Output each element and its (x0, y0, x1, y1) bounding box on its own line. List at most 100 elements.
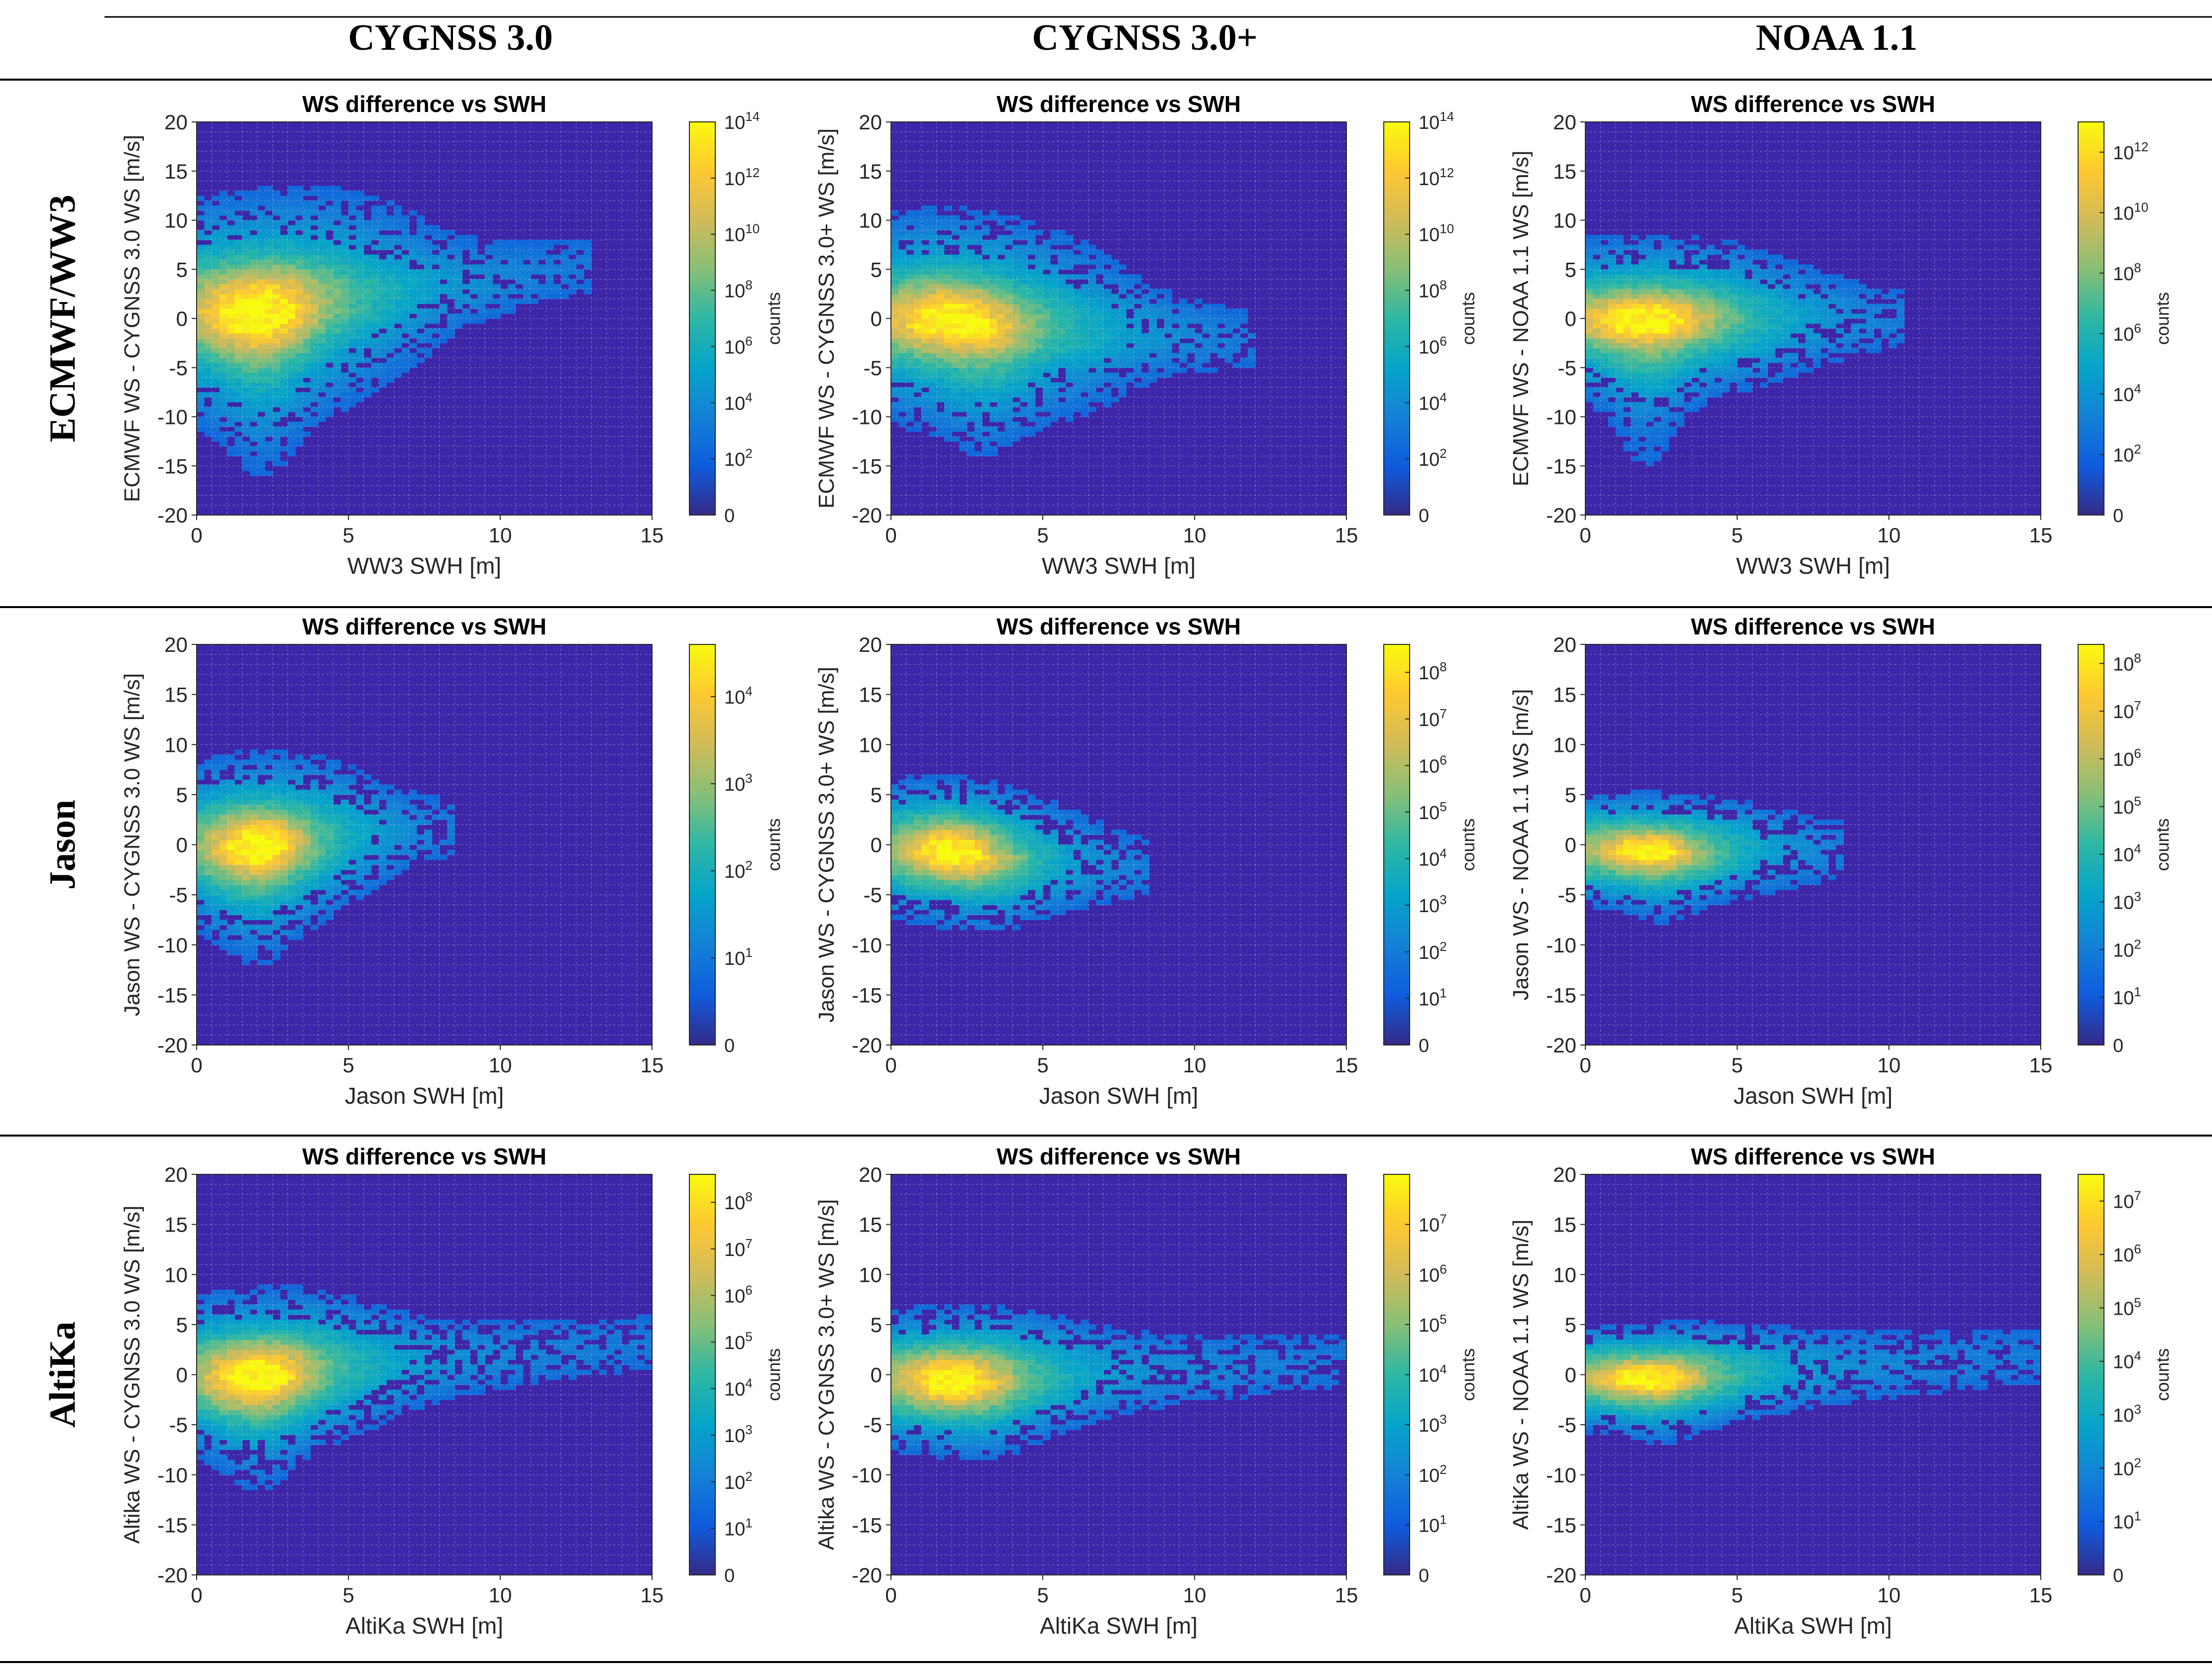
heatmap-cell (219, 754, 227, 760)
heatmap-cell (1065, 284, 1074, 290)
heatmap-cell (204, 382, 213, 388)
heatmap-cell (1638, 309, 1647, 314)
heatmap-cell (1654, 367, 1662, 373)
heatmap-cell (1179, 304, 1188, 309)
heatmap-cell (982, 343, 990, 348)
heatmap-cell (1012, 382, 1020, 388)
heatmap-cell (982, 353, 990, 358)
heatmap-cell (485, 269, 493, 275)
heatmap-cell (219, 254, 227, 260)
heatmap-cell (257, 392, 265, 398)
heatmap-cell (1012, 225, 1020, 230)
heatmap-cell (227, 225, 235, 230)
heatmap-cell (1668, 240, 1677, 245)
heatmap-cell (234, 397, 243, 403)
heatmap-cell (227, 859, 235, 865)
heatmap-cell (280, 944, 288, 950)
heatmap-cell (974, 377, 983, 383)
heatmap-cell (363, 333, 372, 339)
heatmap-cell (227, 905, 235, 910)
heatmap-cell (1195, 348, 1203, 353)
heatmap-cell (1638, 358, 1647, 363)
heatmap-cell (944, 294, 952, 300)
heatmap-cell (242, 759, 250, 765)
heatmap-cell (974, 304, 983, 309)
heatmap-cell (197, 930, 205, 936)
heatmap-cell (326, 407, 334, 413)
heatmap-cell (906, 289, 914, 295)
heatmap-cell (1111, 377, 1119, 383)
heatmap-cell (936, 343, 945, 348)
heatmap-cell (386, 235, 395, 240)
heatmap-cell (1050, 274, 1059, 280)
heatmap-cell (219, 431, 227, 437)
heatmap-cells (1585, 235, 1905, 466)
heatmap-cell (371, 348, 379, 353)
heatmap-cell (1065, 407, 1074, 413)
heatmap-cell (1585, 269, 1593, 275)
heatmap-cell (967, 235, 975, 240)
heatmap-cell (1638, 431, 1647, 437)
heatmap-cell (303, 348, 311, 353)
heatmap-cell (1737, 309, 1745, 314)
heatmap-cell (1585, 264, 1593, 270)
heatmap-cell (272, 353, 281, 358)
heatmap-cell (310, 259, 319, 265)
heatmap-cell (1676, 333, 1684, 339)
heatmap-cell (417, 318, 425, 324)
heatmap-cell (1179, 328, 1188, 334)
heatmap-cell (1172, 338, 1180, 343)
heatmap-cell (936, 397, 945, 403)
heatmap-cell (1600, 402, 1609, 408)
heatmap-cell (967, 392, 975, 398)
heatmap-cell (333, 844, 341, 850)
heatmap-cell (929, 304, 937, 309)
heatmap-cell (1210, 343, 1218, 348)
heatmap-cell (1004, 358, 1013, 363)
heatmap-cell (310, 784, 319, 790)
heatmap-cell (272, 318, 281, 324)
heatmap-cell (326, 825, 334, 830)
heatmap-cell (936, 284, 945, 290)
heatmap-cell (1004, 259, 1013, 265)
heatmap-cell (990, 353, 998, 358)
heatmap-cell (1843, 279, 1852, 285)
heatmap-cell (1646, 318, 1654, 324)
heatmap-cell (913, 372, 922, 378)
heatmap-cell (1020, 333, 1028, 339)
heatmap-cell (1043, 304, 1051, 309)
heatmap-cell (1843, 294, 1852, 300)
heatmap-cell (280, 874, 288, 880)
heatmap-cell (242, 387, 250, 393)
heatmap-cell (288, 397, 296, 403)
heatmap-cell (356, 825, 364, 830)
heatmap-cell (356, 210, 364, 216)
heatmap-cell (257, 799, 265, 805)
heatmap-cell (1012, 304, 1020, 309)
heatmap-cell (212, 372, 220, 378)
heatmap-cell (913, 367, 922, 373)
heatmap-cell (212, 249, 220, 255)
heatmap-cell (310, 353, 319, 358)
heatmap-cell (929, 240, 937, 245)
heatmap-cell (227, 431, 235, 437)
heatmap-cell (333, 313, 341, 319)
heatmap-cell (470, 264, 478, 270)
heatmap-cell (1623, 269, 1632, 275)
heatmap-cell (356, 849, 364, 855)
heatmap-cell (538, 289, 547, 295)
heatmap-cell (974, 215, 983, 221)
y-tick-label: 5 (871, 258, 882, 281)
heatmap-cell (967, 259, 975, 265)
heatmap-cell (272, 890, 281, 895)
heatmap-cell (1585, 244, 1593, 250)
heatmap-cell (974, 333, 983, 339)
heatmap-cell (1691, 387, 1700, 393)
heatmap-cell (1691, 372, 1700, 378)
heatmap-cell (257, 254, 265, 260)
heatmap-cell (1050, 338, 1059, 343)
heatmap-cell (1623, 244, 1632, 250)
heatmap-cell (227, 830, 235, 835)
heatmap-cell (1088, 259, 1097, 265)
heatmap-cell (310, 304, 319, 309)
